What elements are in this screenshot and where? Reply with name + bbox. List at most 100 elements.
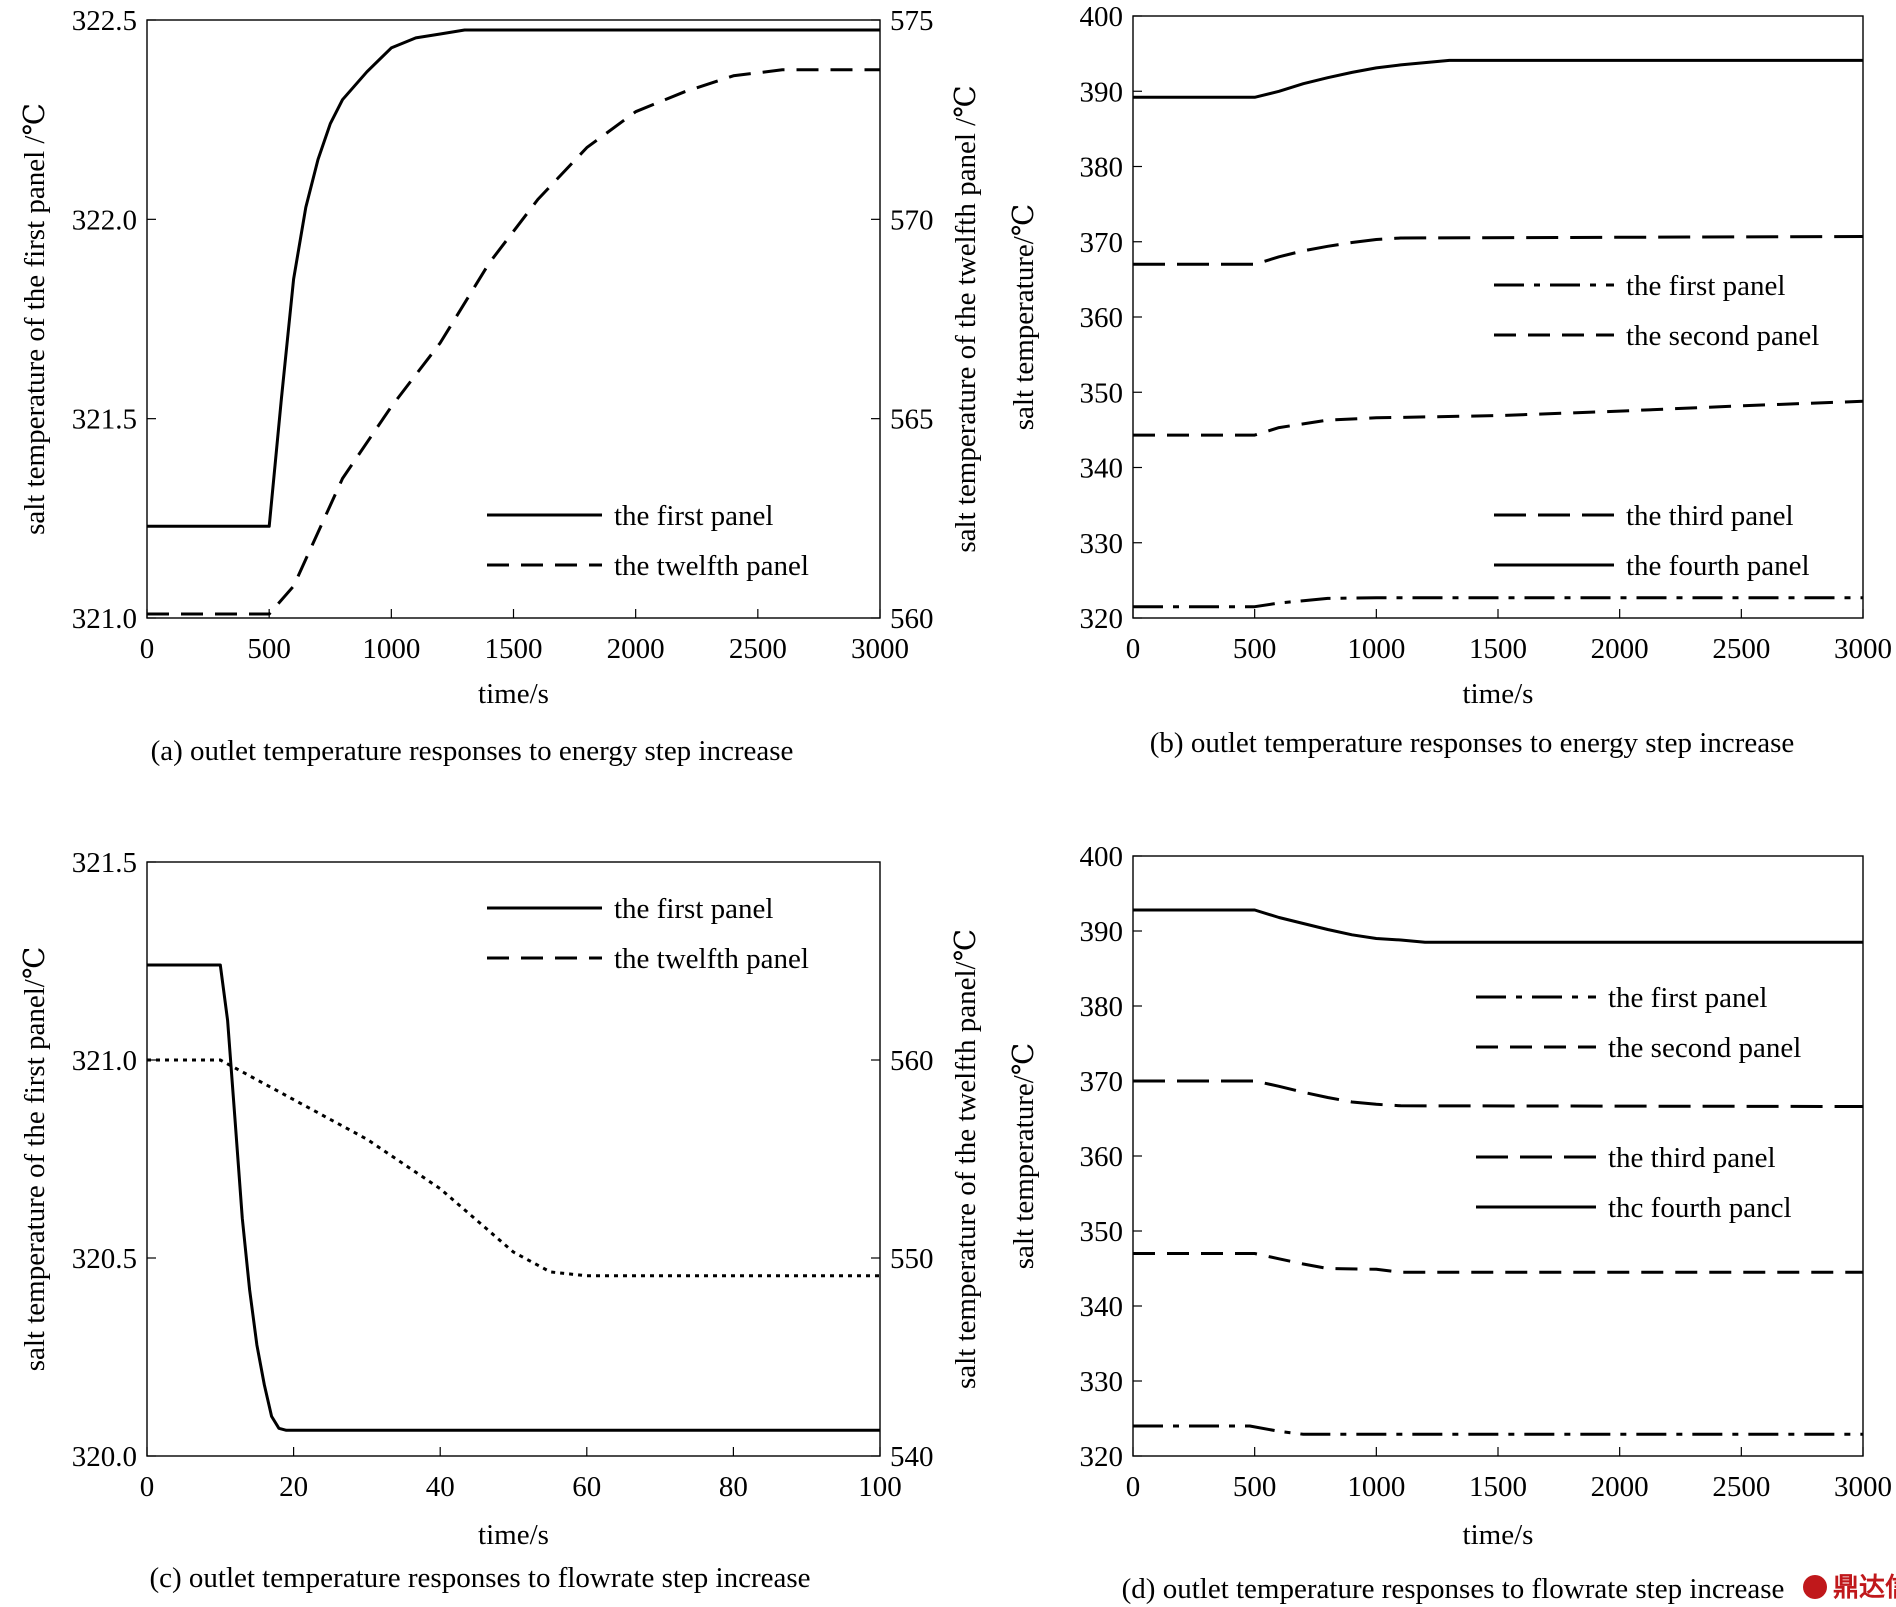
- y2-axis-label: salt temperature of the twelfth panel /℃: [950, 85, 982, 552]
- y-tick-label: 380: [1080, 152, 1124, 184]
- y-tick-label: 370: [1080, 1066, 1124, 1098]
- y-tick-label: 370: [1080, 227, 1124, 259]
- y-tick-label: 321.5: [72, 847, 137, 879]
- x-tick-label: 500: [1233, 1471, 1277, 1503]
- y-tick-label: 321.0: [72, 603, 137, 635]
- y-tick-label: 320: [1080, 603, 1124, 635]
- y-tick-label: 380: [1080, 991, 1124, 1023]
- legend-label: the third panel: [1608, 1142, 1776, 1174]
- y-tick-label: 321.0: [72, 1045, 137, 1077]
- y2-tick-label: 560: [890, 603, 934, 635]
- x-tick-label: 2500: [729, 633, 787, 665]
- legend-label: the first panel: [614, 500, 773, 532]
- legend-label: the first panel: [614, 893, 773, 925]
- x-tick-label: 500: [1233, 633, 1277, 665]
- y-tick-label: 360: [1080, 1141, 1124, 1173]
- watermark-logo: 鼎达信: [1803, 1573, 1896, 1603]
- series-line-1: [147, 28, 880, 528]
- chart-d: 0 500 1000 1500 2000 2500 3000 320 330 340 350 360 3…: [1008, 841, 1892, 1605]
- x-tick-label: 1500: [485, 633, 543, 665]
- y-tick-label: 320.5: [72, 1243, 137, 1275]
- series-line-2: [1133, 1252, 1863, 1274]
- y-axis-label: salt temperature of the first panel/℃: [19, 947, 51, 1372]
- x-tick-label: 1000: [362, 633, 420, 665]
- plot-frame: [146, 861, 881, 1457]
- series-line-1: [147, 963, 880, 1432]
- y-tick-label: 320: [1080, 1441, 1124, 1473]
- x-tick-label: 500: [247, 633, 291, 665]
- y2-tick-label: 540: [890, 1441, 934, 1473]
- x-tick-label: 2500: [1712, 633, 1770, 665]
- legend-label: thc fourth pancl: [1608, 1192, 1792, 1224]
- x-tick-label: 2500: [1712, 1471, 1770, 1503]
- y-axis-label: salt temperature/℃: [1008, 1043, 1040, 1270]
- y-tick-label: 340: [1080, 1291, 1124, 1323]
- y2-tick-label: 575: [890, 5, 934, 37]
- y-tick-label: 322.0: [72, 204, 137, 236]
- y-tick-label: 322.5: [72, 5, 137, 37]
- x-tick-label: 3000: [1834, 633, 1892, 665]
- y2-tick-label: 560: [890, 1045, 934, 1077]
- y2-axis-label: salt temperature of the twelfth panel/℃: [950, 929, 982, 1389]
- chart-b: 0 500 1000 1500 2000 2500 3000 320 330 340 350 360 3…: [1008, 1, 1892, 759]
- series-line-3: [1133, 1079, 1864, 1108]
- x-tick-label: 1500: [1469, 1471, 1527, 1503]
- x-axis-label: time/s: [1463, 678, 1534, 710]
- x-axis-label: time/s: [478, 678, 549, 710]
- legend-label: the twelfth panel: [614, 550, 809, 582]
- y-tick-label: 350: [1080, 1216, 1124, 1248]
- y2-tick-label: 565: [890, 404, 934, 436]
- legend-label: the second panel: [1608, 1032, 1801, 1064]
- x-tick-label: 0: [1126, 633, 1141, 665]
- y2-tick-label: 550: [890, 1243, 934, 1275]
- legend-label: the first panel: [1608, 982, 1767, 1014]
- series-line-1: [1133, 1424, 1863, 1436]
- x-tick-label: 20: [279, 1471, 308, 1503]
- x-tick-label: 0: [1126, 1471, 1141, 1503]
- y-tick-label: 360: [1080, 302, 1124, 334]
- chart-caption: (d) outlet temperature responses to flow…: [1122, 1573, 1785, 1605]
- y-tick-label: 340: [1080, 453, 1124, 485]
- x-axis-label: time/s: [1463, 1519, 1534, 1551]
- x-tick-label: 1000: [1347, 1471, 1405, 1503]
- x-axis-label: time/s: [478, 1519, 549, 1551]
- x-tick-label: 3000: [1834, 1471, 1892, 1503]
- x-tick-label: 0: [140, 633, 155, 665]
- y-tick-label: 330: [1080, 1366, 1124, 1398]
- y-tick-label: 350: [1080, 377, 1124, 409]
- y-tick-label: 400: [1080, 841, 1124, 873]
- x-tick-label: 2000: [1591, 633, 1649, 665]
- series-line-2: [147, 1058, 880, 1278]
- series-line-2: [1133, 399, 1864, 437]
- x-tick-label: 0: [140, 1471, 155, 1503]
- x-tick-label: 100: [858, 1471, 902, 1503]
- series-line-1: [1133, 596, 1863, 609]
- y-axis-label: salt temperature of the first panel /℃: [19, 103, 51, 535]
- watermark-text: 鼎达信: [1833, 1573, 1896, 1603]
- chart-c: 0 20 40 60 80 100 320.0 320.5 321.0 321.5 540 550 56…: [19, 847, 982, 1594]
- y-tick-label: 390: [1080, 916, 1124, 948]
- legend-label: the twelfth panel: [614, 943, 809, 975]
- chart-caption: (a) outlet temperature responses to ener…: [151, 735, 794, 767]
- y-tick-label: 390: [1080, 76, 1124, 108]
- y2-tick-label: 570: [890, 204, 934, 236]
- x-tick-label: 60: [572, 1471, 601, 1503]
- y-tick-label: 330: [1080, 528, 1124, 560]
- legend-label: the fourth panel: [1626, 550, 1810, 582]
- series-line-2: [147, 68, 880, 616]
- y-tick-label: 400: [1080, 1, 1124, 33]
- x-tick-label: 2000: [607, 633, 665, 665]
- legend-label: the second panel: [1626, 320, 1819, 352]
- x-tick-label: 40: [426, 1471, 455, 1503]
- x-tick-label: 1000: [1347, 633, 1405, 665]
- x-tick-label: 2000: [1591, 1471, 1649, 1503]
- x-tick-label: 3000: [851, 633, 909, 665]
- x-tick-label: 80: [719, 1471, 748, 1503]
- y-tick-label: 321.5: [72, 404, 137, 436]
- chart-caption: (c) outlet temperature responses to flow…: [149, 1562, 810, 1594]
- series-line-4: [1133, 908, 1863, 944]
- y-axis-label: salt temperature/℃: [1008, 204, 1040, 431]
- series-line-3: [1133, 235, 1864, 266]
- legend-label: the first panel: [1626, 270, 1785, 302]
- legend-label: the third panel: [1626, 500, 1794, 532]
